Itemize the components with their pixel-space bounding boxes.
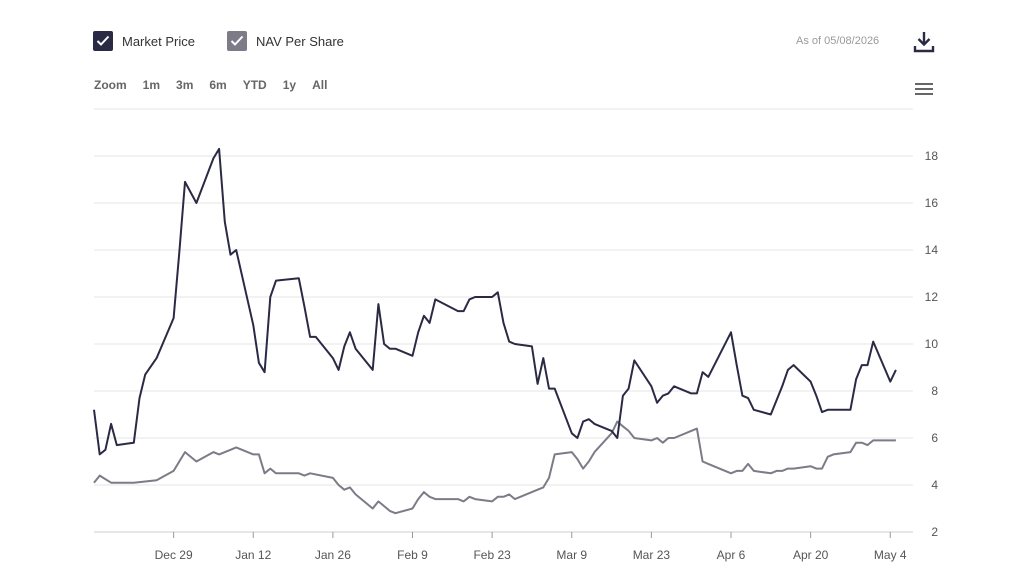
as-of-date: As of 05/08/2026 [796,35,880,47]
legend-label-nav-per-share: NAV Per Share [255,33,344,49]
x-tick-label: Jan 12 [235,548,271,562]
y-tick-label: 4 [931,478,938,492]
zoom-ytd-button[interactable]: YTD [242,78,267,92]
series-line-nav-per-share[interactable] [93,420,896,515]
x-tick-label: Feb 23 [473,548,511,562]
grid-layer [94,108,913,486]
check-icon[interactable] [93,31,113,51]
y-tick-label: 18 [925,149,939,163]
download-icon [913,32,935,53]
zoom-1m-button[interactable]: 1m [142,78,161,92]
x-tick-label: Dec 29 [155,548,193,562]
series-line-market-price[interactable] [93,147,897,456]
y-tick-label: 14 [925,243,939,257]
x-tick-label: May 4 [874,548,907,562]
y-tick-label: 2 [931,525,938,539]
zoom-3m-button[interactable]: 3m [176,78,194,92]
y-tick-label: 12 [925,290,939,304]
chart-legend: Market Price NAV Per Share [93,31,344,51]
zoom-6m-button[interactable]: 6m [209,78,227,92]
x-tick-label: Feb 9 [397,548,428,562]
chart-menu-button[interactable] [913,79,935,99]
zoom-bar: Zoom 1m 3m 6m YTD 1y All [94,78,327,92]
hamburger-menu-icon [915,83,933,95]
y-tick-label: 16 [925,196,939,210]
x-tick-label: Jan 26 [315,548,351,562]
zoom-1y-button[interactable]: 1y [282,78,297,92]
x-tick-label: Mar 9 [556,548,587,562]
x-tick-label: Mar 23 [633,548,671,562]
x-tick-label: Apr 6 [717,548,746,562]
x-axis: Dec 29 Jan 12 Jan 26 Feb 9 Feb 23 Mar 9 Mar 23… [94,531,913,562]
download-button[interactable] [911,29,937,55]
y-tick-label: 10 [925,337,939,351]
check-icon[interactable] [226,31,247,51]
series-layer [93,147,897,515]
x-tick-label: Apr 20 [793,548,829,562]
y-tick-label: 6 [931,431,938,445]
y-tick-label: 8 [931,384,938,398]
legend-item-market-price[interactable]: Market Price [93,31,195,51]
legend-item-nav-per-share[interactable]: NAV Per Share [226,31,344,51]
zoom-label: Zoom [94,78,127,92]
y-axis: 2 4 6 8 10 12 14 16 18 [925,149,939,539]
legend-label-market-price: Market Price [122,33,195,49]
zoom-all-button[interactable]: All [312,78,328,92]
